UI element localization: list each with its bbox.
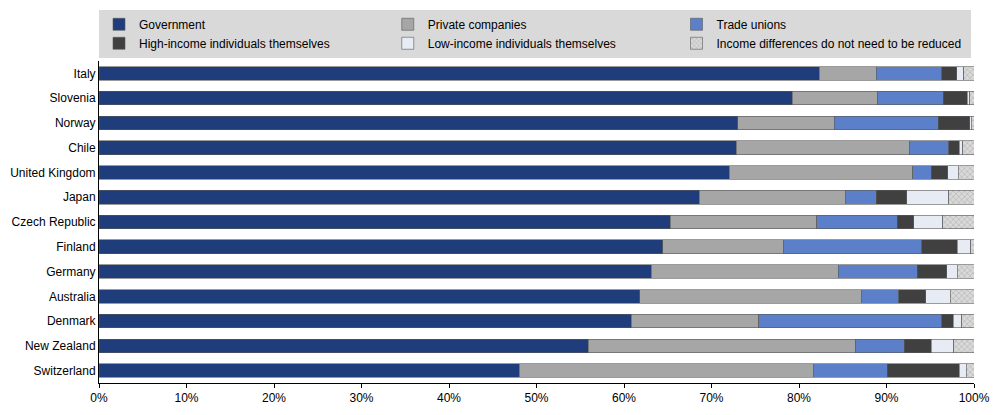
svg-text:Income differences do not need: Income differences do not need to be red… xyxy=(717,37,962,51)
svg-text:60%: 60% xyxy=(612,391,636,405)
svg-text:Finland: Finland xyxy=(56,240,95,254)
svg-text:New Zealand: New Zealand xyxy=(25,339,96,353)
svg-text:United Kingdom: United Kingdom xyxy=(10,166,95,180)
svg-text:40%: 40% xyxy=(437,391,461,405)
svg-text:Switzerland: Switzerland xyxy=(34,364,96,378)
svg-text:80%: 80% xyxy=(787,391,811,405)
svg-text:Japan: Japan xyxy=(63,190,96,204)
svg-text:Government: Government xyxy=(139,18,206,32)
svg-text:Low-income individuals themsel: Low-income individuals themselves xyxy=(428,37,616,51)
svg-text:Italy: Italy xyxy=(74,67,96,81)
svg-text:0%: 0% xyxy=(90,391,108,405)
svg-text:Slovenia: Slovenia xyxy=(50,91,96,105)
svg-text:Trade unions: Trade unions xyxy=(717,18,787,32)
svg-text:100%: 100% xyxy=(959,391,990,405)
svg-text:50%: 50% xyxy=(524,391,548,405)
svg-text:High-income individuals themse: High-income individuals themselves xyxy=(139,37,330,51)
svg-text:90%: 90% xyxy=(874,391,898,405)
svg-text:70%: 70% xyxy=(699,391,723,405)
svg-text:Australia: Australia xyxy=(49,290,96,304)
svg-text:Private companies: Private companies xyxy=(428,18,527,32)
svg-text:20%: 20% xyxy=(262,391,286,405)
svg-text:Denmark: Denmark xyxy=(47,314,97,328)
svg-text:30%: 30% xyxy=(349,391,373,405)
svg-text:Norway: Norway xyxy=(55,116,96,130)
svg-text:10%: 10% xyxy=(174,391,198,405)
svg-text:Czech Republic: Czech Republic xyxy=(12,215,96,229)
svg-text:Germany: Germany xyxy=(46,265,95,279)
svg-text:Chile: Chile xyxy=(68,141,96,155)
